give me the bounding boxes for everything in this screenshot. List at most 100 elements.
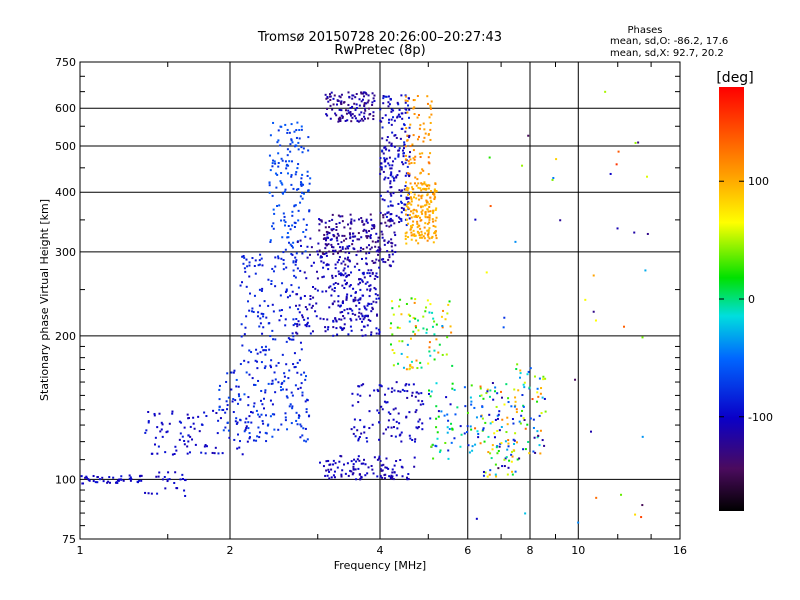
data-point [384,165,387,168]
data-point [269,415,272,418]
data-point [414,298,417,301]
data-point [175,449,178,452]
data-point [271,382,274,385]
data-point [221,452,224,455]
data-point [487,451,490,454]
data-point [365,235,368,238]
data-point [514,396,517,399]
data-point [414,215,417,218]
data-point [309,177,312,180]
data-point [390,245,393,248]
data-point [386,241,389,244]
data-point [408,155,411,158]
data-point [367,466,370,469]
data-point [324,221,327,224]
data-point [387,211,390,214]
data-point [258,436,261,439]
data-point [356,250,359,253]
data-point [303,271,306,274]
data-point [254,383,257,386]
data-point [339,249,342,252]
data-point [366,472,369,475]
data-point [339,272,342,275]
data-point [231,400,234,403]
data-point [250,421,253,424]
data-point [268,184,271,187]
data-point [300,146,303,149]
data-point [282,192,285,195]
data-point [256,360,259,363]
data-point [344,119,347,122]
data-point [361,334,364,337]
data-point [222,429,225,432]
data-point [491,444,494,447]
data-point [272,227,275,230]
data-point [322,261,325,264]
data-point [245,417,248,420]
data-point [410,200,413,203]
data-point [539,452,542,455]
data-point [286,128,289,131]
data-point [507,445,510,448]
data-point [410,225,413,228]
data-point [382,214,385,217]
data-point [359,278,362,281]
data-point [108,481,111,484]
data-point [297,320,300,323]
data-point [503,458,506,461]
data-point [543,444,546,447]
data-point [374,241,377,244]
data-point [328,286,331,289]
data-point [247,427,250,430]
data-point [423,182,426,185]
data-point [594,319,597,322]
data-point [438,343,441,346]
data-point [253,265,256,268]
data-point [360,111,363,114]
data-point [255,409,258,412]
data-point [512,422,515,425]
data-point [301,252,304,255]
data-point [357,315,360,318]
data-point [367,318,370,321]
data-point [424,216,427,219]
data-point [337,99,340,102]
data-point [363,115,366,118]
data-point [291,332,294,335]
data-point [245,285,248,288]
data-point [420,233,423,236]
data-point [406,172,409,175]
data-point [360,117,363,120]
data-point [371,306,374,309]
data-point [444,318,447,321]
data-point [272,310,275,313]
data-point [262,349,265,352]
data-point [282,251,285,254]
data-point [400,440,403,443]
data-point [363,103,366,106]
data-point [391,349,394,352]
data-point [418,418,421,421]
data-point [407,160,410,163]
data-point [359,297,362,300]
data-point [290,123,293,126]
data-point [418,198,421,201]
data-point [205,445,208,448]
data-point [296,167,299,170]
data-point [398,327,401,330]
data-point [384,176,387,179]
data-point [332,246,335,249]
data-point [350,120,353,123]
data-point [316,277,319,280]
data-point [277,381,280,384]
data-point [428,214,431,217]
data-point [431,443,434,446]
data-point [418,234,421,237]
data-point [376,249,379,252]
data-point [290,391,293,394]
data-point [214,446,217,449]
data-point [383,243,386,246]
data-point [329,93,332,96]
data-point [337,258,340,261]
data-point [264,391,267,394]
